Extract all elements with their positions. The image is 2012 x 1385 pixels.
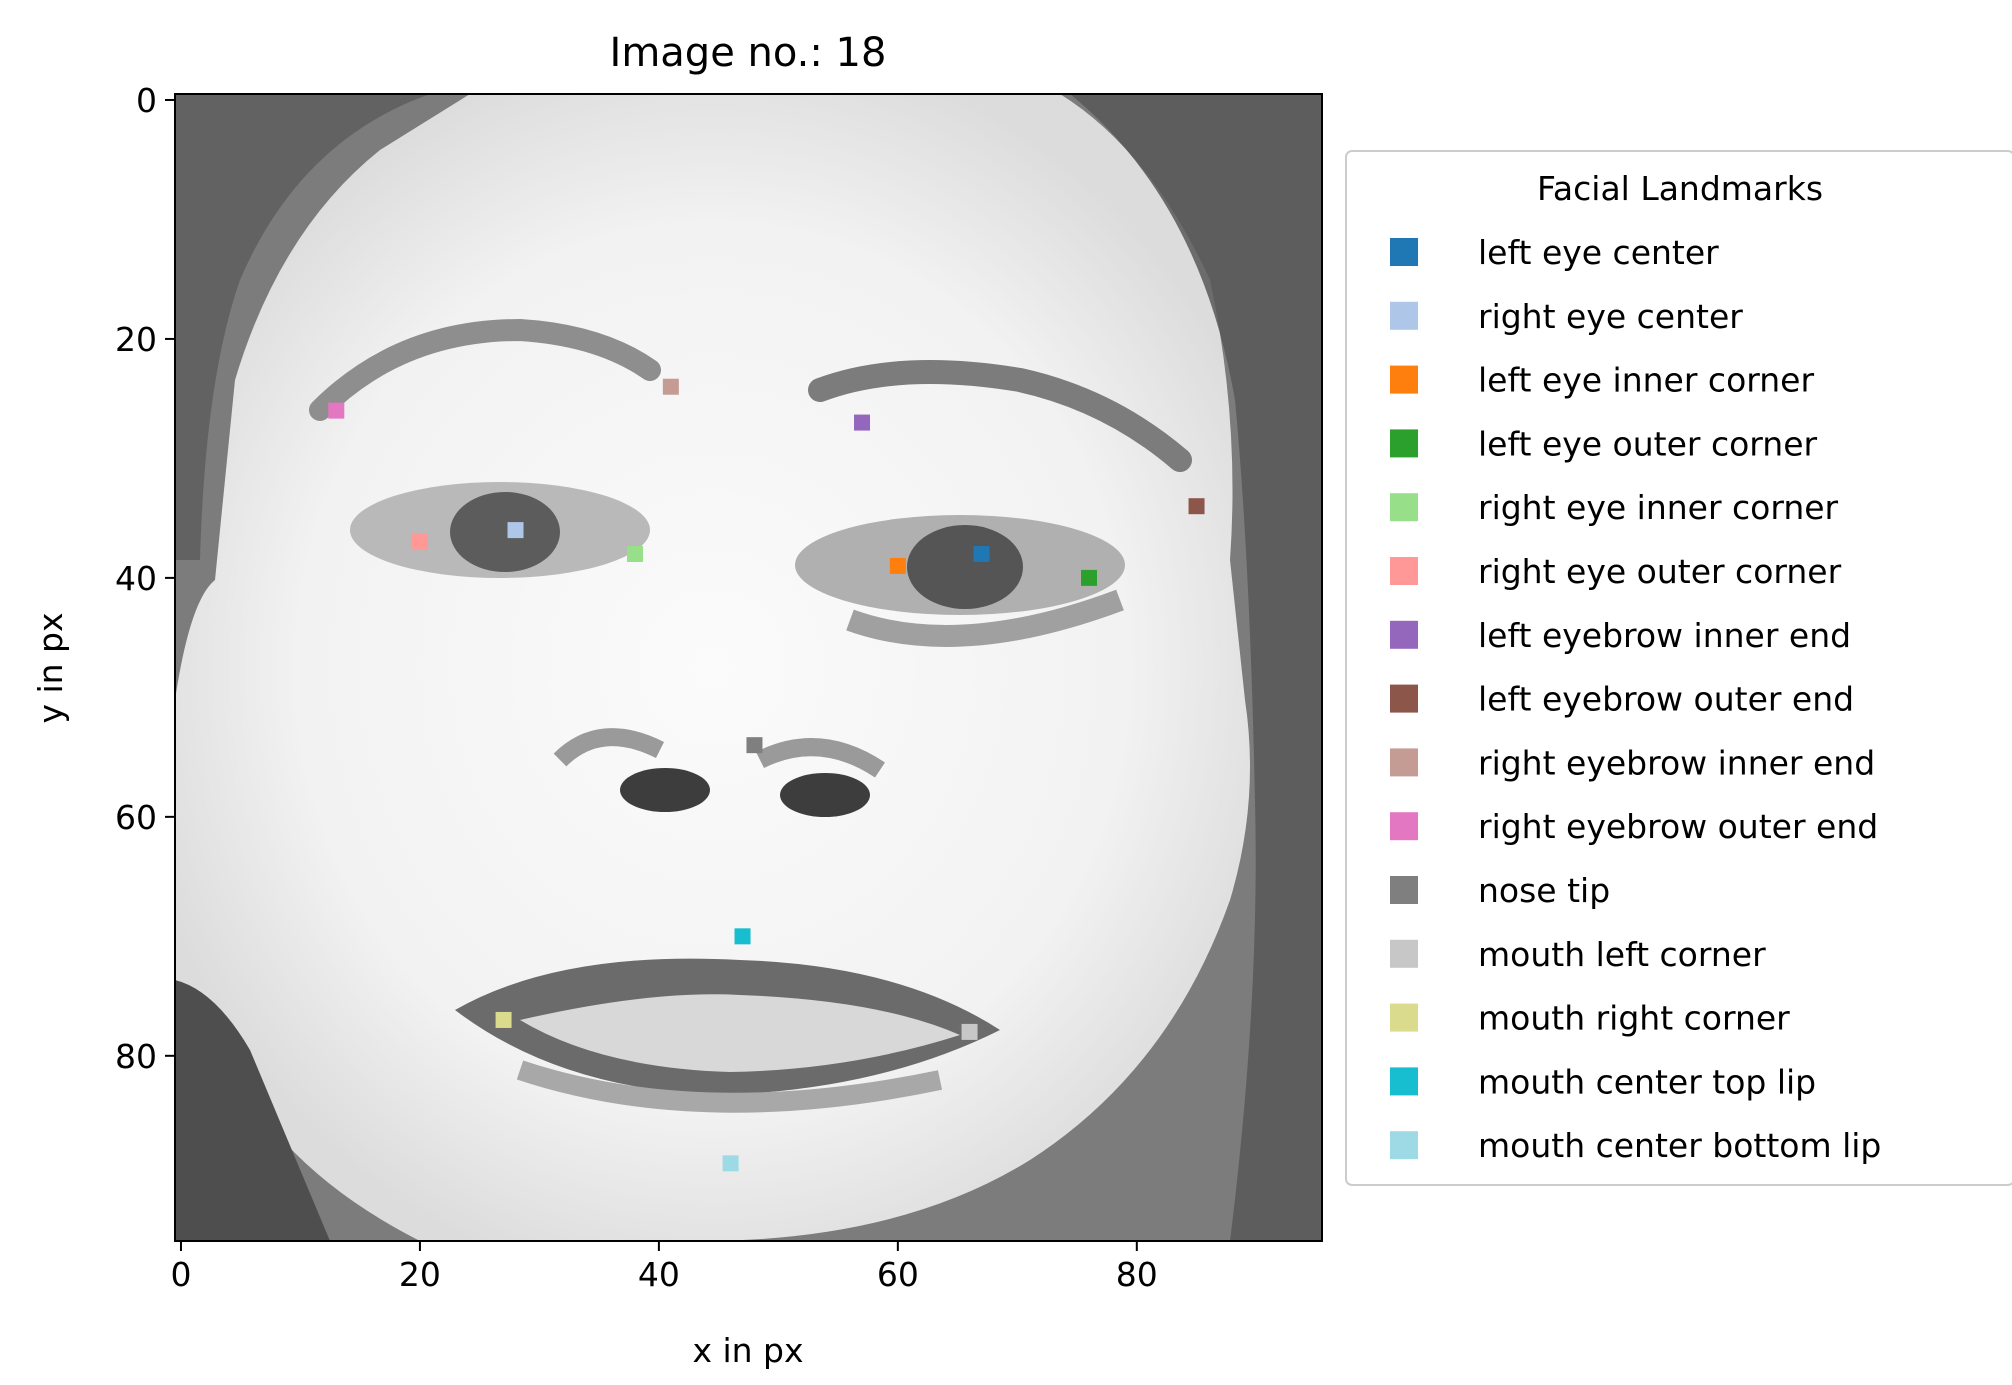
legend-swatch-3: [1390, 429, 1418, 458]
legend-items: left eye center right eye center left eye …: [1390, 233, 1881, 1165]
legend-swatch-13: [1390, 1067, 1418, 1096]
y-axis-label: y in px: [31, 612, 70, 723]
landmark-point-0: [973, 545, 990, 562]
legend-swatch-5: [1390, 557, 1418, 585]
legend-title: Facial Landmarks: [1537, 169, 1823, 208]
chart-title: Image no.: 18: [610, 30, 887, 76]
y-tick-label-0: 0: [136, 81, 157, 120]
legend-label-8: right eyebrow inner end: [1478, 743, 1875, 782]
y-tick-label-4: 80: [115, 1037, 157, 1076]
landmark-point-9: [328, 402, 345, 419]
x-axis-ticks: 0 20 40 60 80: [170, 1241, 1158, 1294]
landmark-point-4: [626, 545, 643, 562]
legend-swatch-8: [1390, 748, 1418, 777]
x-tick-label-4: 80: [1116, 1255, 1158, 1294]
legend-swatch-4: [1390, 493, 1418, 522]
legend-label-6: left eyebrow inner end: [1478, 616, 1851, 655]
legend-label-10: nose tip: [1478, 871, 1610, 910]
landmark-point-8: [662, 378, 679, 395]
legend-label-2: left eye inner corner: [1478, 361, 1814, 400]
legend: Facial Landmarks left eye center right ey…: [1345, 150, 2012, 1186]
legend-swatch-14: [1390, 1131, 1418, 1160]
landmark-markers: [328, 378, 1205, 1172]
legend-swatch-10: [1390, 876, 1418, 904]
legend-frame: [1345, 150, 2012, 1186]
x-tick-label-1: 20: [399, 1255, 441, 1294]
landmark-point-12: [495, 1011, 512, 1028]
x-tick-label-2: 40: [638, 1255, 680, 1294]
legend-label-7: left eyebrow outer end: [1478, 680, 1854, 719]
legend-label-5: right eye outer corner: [1478, 552, 1842, 591]
face-image: [175, 94, 1322, 1241]
landmark-point-11: [961, 1023, 978, 1040]
landmark-point-14: [722, 1155, 739, 1172]
legend-label-0: left eye center: [1478, 233, 1719, 272]
legend-swatch-11: [1390, 939, 1418, 968]
x-tick-label-0: 0: [170, 1255, 191, 1294]
legend-swatch-2: [1390, 365, 1418, 394]
legend-label-4: right eye inner corner: [1478, 488, 1839, 527]
legend-label-12: mouth right corner: [1478, 999, 1790, 1038]
legend-swatch-6: [1390, 620, 1418, 649]
y-tick-label-1: 20: [115, 320, 157, 359]
legend-label-9: right eyebrow outer end: [1478, 807, 1878, 846]
legend-label-3: left eye outer corner: [1478, 424, 1818, 463]
legend-label-1: right eye center: [1478, 297, 1743, 336]
legend-swatch-1: [1390, 301, 1418, 330]
legend-label-11: mouth left corner: [1478, 935, 1766, 974]
landmark-point-6: [854, 414, 871, 431]
legend-label-14: mouth center bottom lip: [1478, 1126, 1881, 1165]
landmark-point-2: [889, 557, 906, 574]
landmark-point-5: [411, 534, 428, 551]
y-axis-ticks: 0 20 40 60 80: [115, 81, 175, 1076]
legend-swatch-7: [1390, 684, 1418, 713]
landmark-point-1: [507, 522, 524, 539]
axes-frame: [174, 93, 1323, 1242]
legend-swatch-0: [1390, 238, 1418, 266]
landmark-point-10: [746, 737, 763, 754]
landmark-point-13: [734, 928, 751, 945]
legend-swatch-9: [1390, 812, 1418, 841]
y-tick-label-2: 40: [115, 559, 157, 598]
x-axis-label: x in px: [692, 1331, 803, 1370]
landmark-point-3: [1081, 569, 1098, 586]
legend-label-13: mouth center top lip: [1478, 1062, 1816, 1101]
legend-swatch-12: [1390, 1003, 1418, 1032]
y-tick-label-3: 60: [115, 798, 157, 837]
landmark-point-7: [1188, 498, 1205, 515]
x-tick-label-3: 60: [877, 1255, 919, 1294]
